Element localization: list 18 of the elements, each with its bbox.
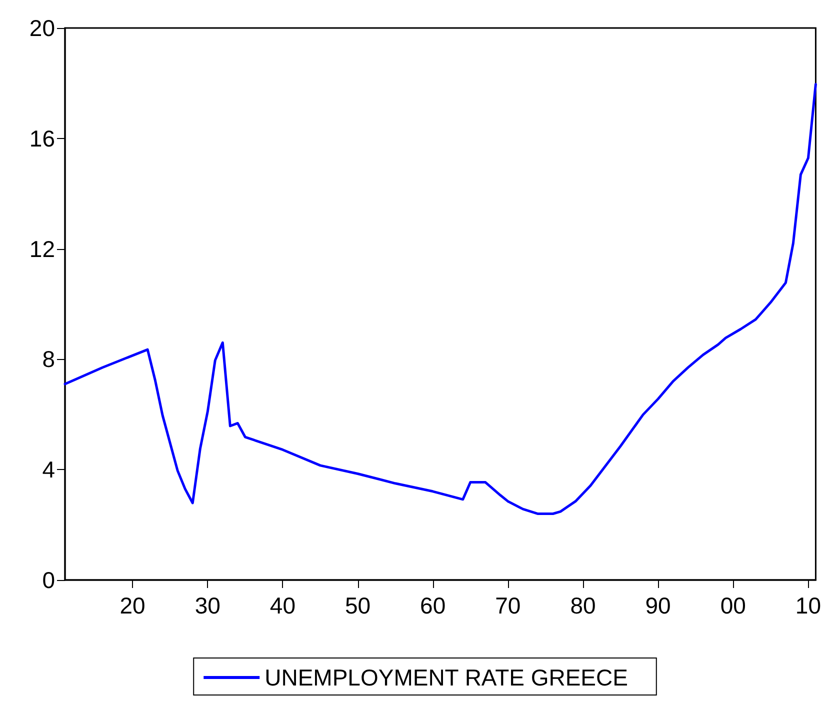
x-tick-label: 20 [120, 592, 146, 618]
x-tick-label: 70 [495, 592, 521, 618]
y-tick-label: 8 [42, 346, 55, 372]
y-tick-label: 12 [29, 236, 55, 262]
y-tick-label: 4 [42, 456, 56, 483]
y-tick-label: 16 [29, 125, 55, 152]
y-tick-label: 20 [29, 15, 55, 41]
line-series [64, 83, 817, 516]
x-tick-label: 40 [270, 592, 296, 618]
x-tick-label: 00 [720, 592, 746, 618]
x-tick-label: 30 [194, 592, 220, 618]
x-tick-label: 50 [344, 592, 371, 618]
legend-label: UNEMPLOYMENT RATE GREECE [264, 664, 628, 690]
x-tick-label: 60 [420, 592, 446, 618]
x-tick-label: 90 [645, 592, 671, 618]
x-tick-label: 10 [795, 592, 822, 618]
y-tick-label: 0 [42, 567, 55, 593]
x-tick-label: 80 [570, 592, 596, 618]
